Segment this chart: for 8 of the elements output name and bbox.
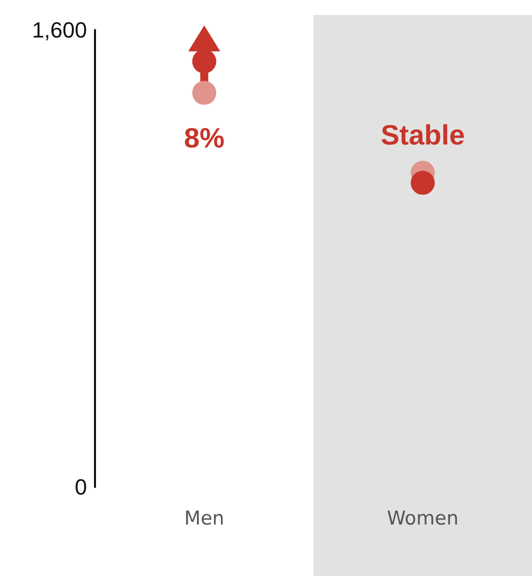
x-tick-label: Women [386,508,459,530]
annotation: 8% [184,122,225,154]
annotation: Stable [380,119,465,150]
point [410,170,435,195]
point [192,80,216,105]
y-tick-label: 0 [74,474,87,500]
x-tick-label: Men [184,508,224,530]
y-tick-label: 1,600 [32,18,87,42]
